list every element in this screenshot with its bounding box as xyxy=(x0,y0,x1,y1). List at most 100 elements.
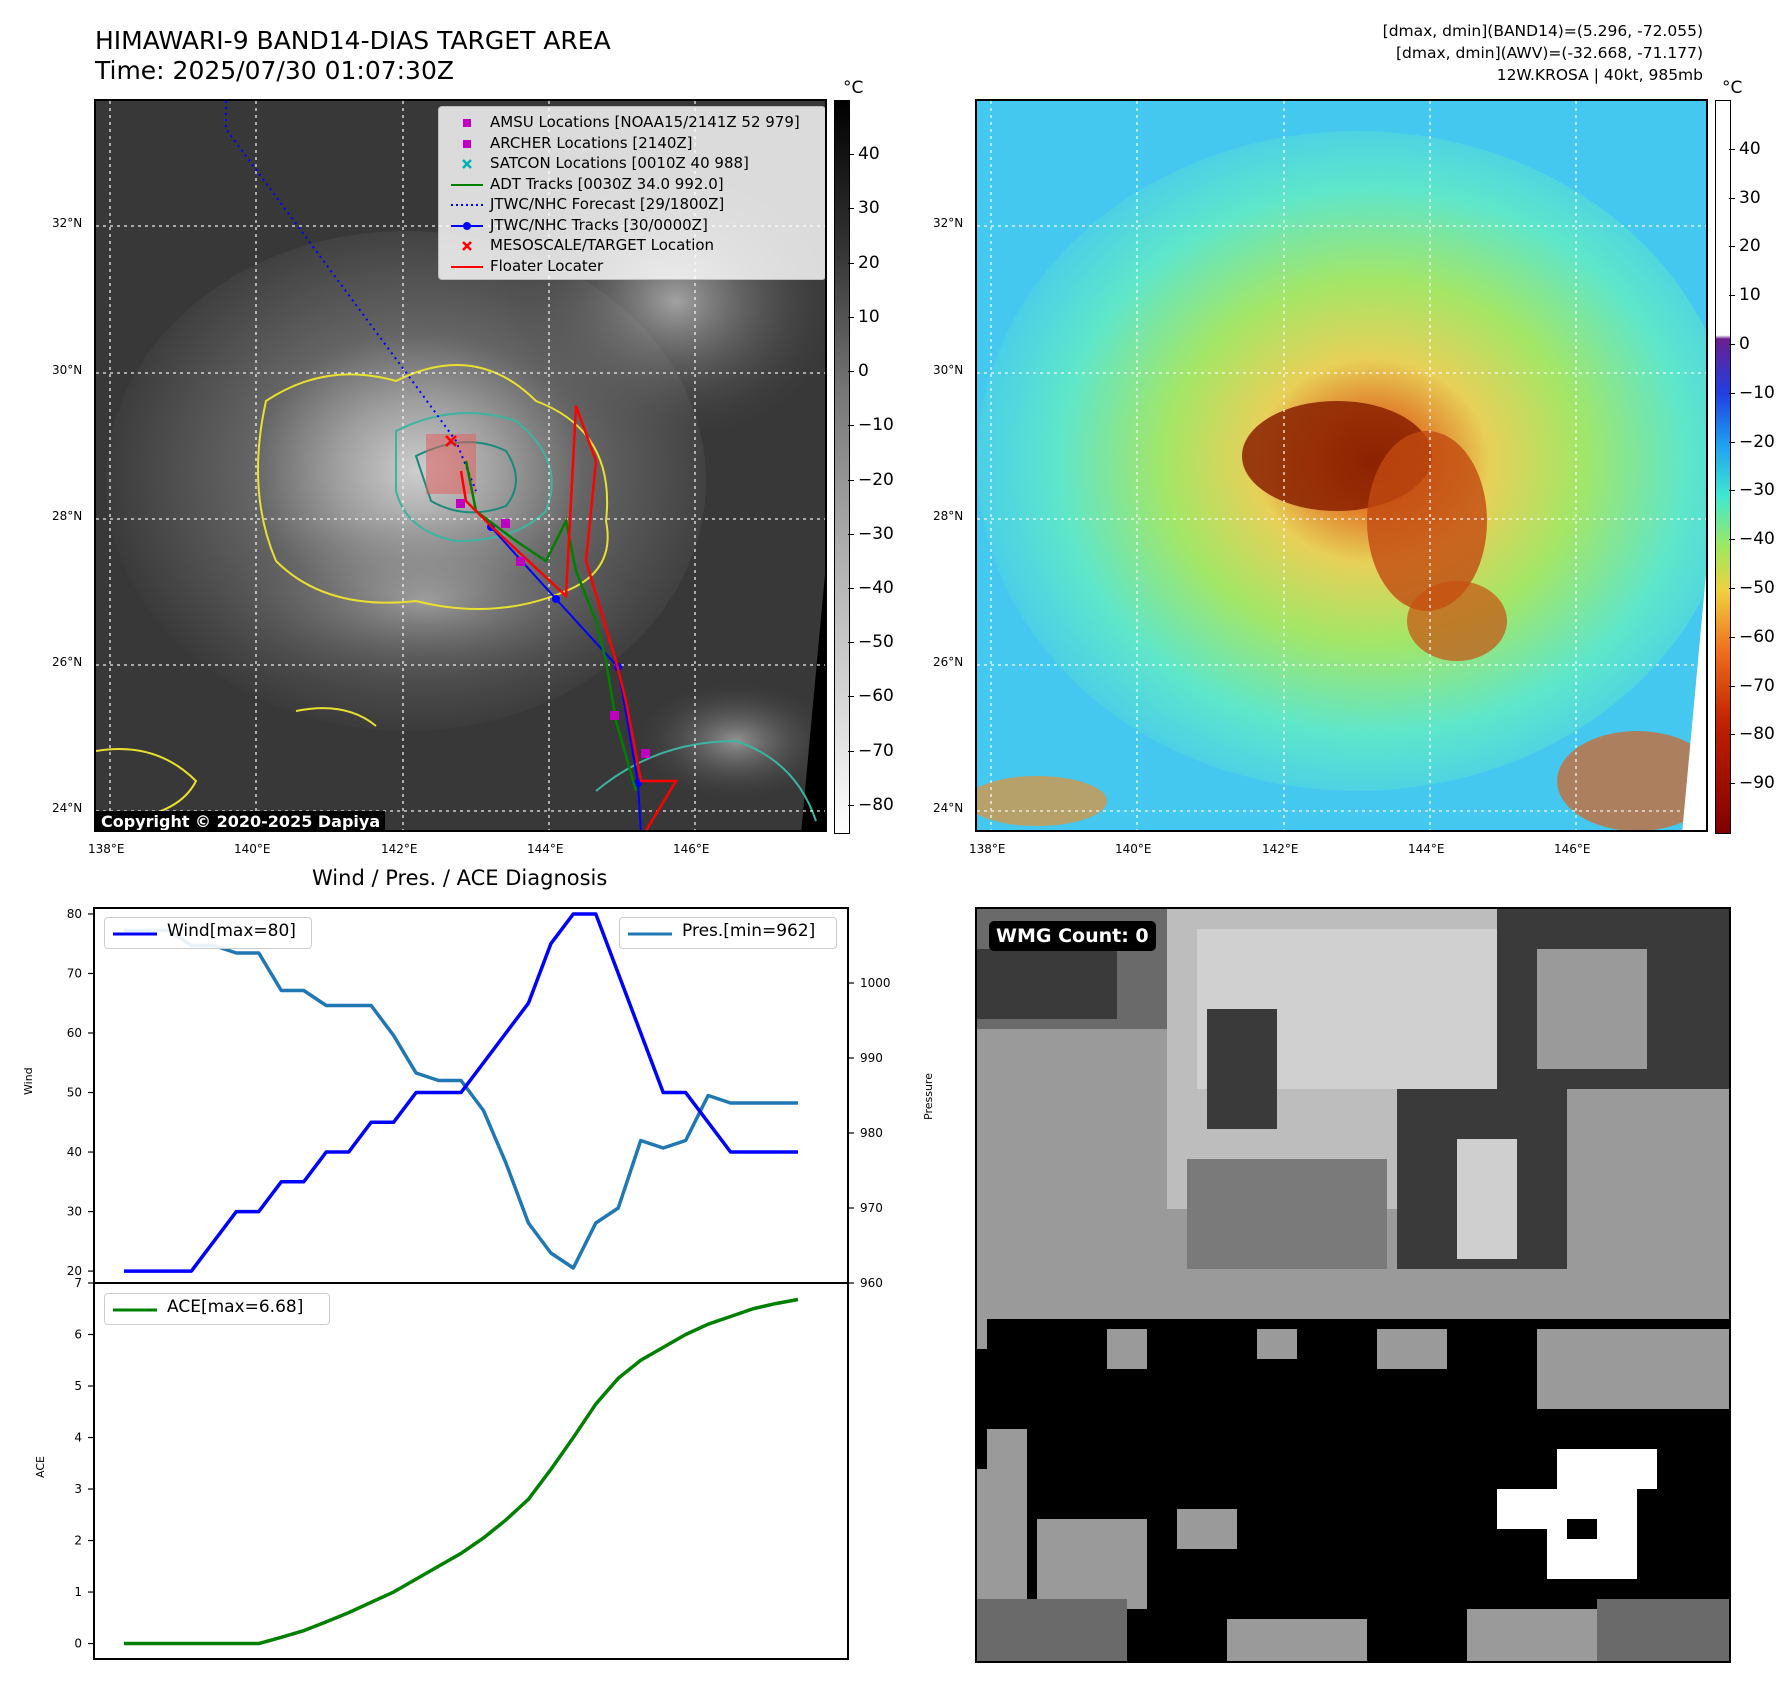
legend-symbol xyxy=(463,119,471,127)
legend-label: JTWC/NHC Forecast [29/1800Z] xyxy=(490,195,725,213)
colorbar-tick-label: 10 xyxy=(858,306,880,327)
ace-legend: ACE[max=6.68] xyxy=(104,1293,330,1325)
colorbar-tick xyxy=(848,696,854,698)
lon-label: 138°E xyxy=(88,842,125,856)
colorbar-tick-label: 20 xyxy=(858,252,880,273)
legend-label: ARCHER Locations [2140Z] xyxy=(490,133,693,152)
wind-axis-tick-label: 50 xyxy=(67,1086,82,1100)
colorbar-tick xyxy=(1729,588,1735,589)
colorbar-tick xyxy=(848,154,854,156)
legend-item: JTWC/NHC Forecast [29/1800Z] xyxy=(439,194,819,216)
legend-label: SATCON Locations [0010Z 40 988] xyxy=(490,154,749,172)
colorbar-tick-label: 40 xyxy=(858,144,880,165)
lon-label: 140°E xyxy=(234,842,271,856)
colorbar-tick-label: 30 xyxy=(858,198,880,219)
lon-label: 146°E xyxy=(1554,842,1591,856)
colorbar-tick xyxy=(848,262,854,264)
wind-axis-tick-label: 20 xyxy=(67,1264,82,1278)
colorbar-tick-label: 10 xyxy=(1739,285,1761,306)
wind-series-line xyxy=(124,912,798,1273)
ace-axis-tick-label: 3 xyxy=(74,1482,82,1496)
awv-map-panel xyxy=(975,99,1708,832)
lat-label: 24°N xyxy=(52,801,83,815)
legend-label: Floater Locater xyxy=(490,256,604,275)
lat-label: 30°N xyxy=(52,363,83,377)
colorbar-tick-label: −10 xyxy=(1739,382,1775,403)
colorbar-tick-label: 20 xyxy=(1739,236,1761,257)
colorbar-tick xyxy=(1729,636,1735,638)
colorbar-tick-label: −10 xyxy=(858,415,894,436)
lon-label: 142°E xyxy=(381,842,418,856)
info-awv-range: [dmax, dmin](AWV)=(-32.668, -71.177) xyxy=(1396,44,1703,62)
figure-time: Time: 2025/07/30 01:07:30Z xyxy=(95,56,454,85)
lat-label: 26°N xyxy=(933,655,964,669)
colorbar-tick xyxy=(848,316,854,318)
colorbar-tick xyxy=(1729,197,1735,199)
colorbar-tick xyxy=(1729,344,1735,345)
wind-axis-tick-label: 70 xyxy=(67,966,82,980)
colorbar-tick xyxy=(848,208,854,210)
legend-label: ADT Tracks [0030Z 34.0 992.0] xyxy=(490,174,724,193)
colorbar-tick-label: −70 xyxy=(858,740,894,761)
pressure-axis-tick-label: 1000 xyxy=(860,976,891,990)
wmg-panel: WMG Count: 0 xyxy=(975,907,1731,1663)
wind-axis-tick-label: 40 xyxy=(67,1145,82,1159)
colorbar-tick xyxy=(848,533,854,535)
colorbar-tick-label: −80 xyxy=(1739,724,1775,745)
lat-label: 28°N xyxy=(933,509,964,523)
info-storm: 12W.KROSA | 40kt, 985mb xyxy=(1496,66,1703,84)
ace-axis-tick-label: 1 xyxy=(74,1585,82,1599)
legend-item: Floater Locater xyxy=(439,256,819,278)
ir-map-panel: AMSU Locations [NOAA15/2141Z 52 979] ARCH… xyxy=(94,99,827,832)
pressure-axis-tick-label: 990 xyxy=(860,1051,883,1065)
lon-label: 144°E xyxy=(1408,842,1445,856)
copyright: Copyright © 2020-2025 Dapiya xyxy=(96,811,386,830)
colorbar-tick-label: −20 xyxy=(1739,431,1775,452)
legend-symbol xyxy=(451,183,483,186)
wmg-image xyxy=(977,909,1729,1661)
lat-label: 32°N xyxy=(933,216,964,230)
ace-axis-tick-label: 0 xyxy=(74,1637,82,1651)
ace-axis-tick-label: 4 xyxy=(74,1431,82,1445)
colorbar-tick xyxy=(1729,148,1735,150)
colorbar-tick-label: −50 xyxy=(858,632,894,653)
colorbar-tick xyxy=(848,642,854,644)
legend-symbol xyxy=(451,221,483,230)
colorbar-tick-label: 0 xyxy=(858,361,869,382)
legend-symbol xyxy=(463,139,471,148)
colorbar-tick xyxy=(848,588,854,589)
pressure-axis-tick-label: 960 xyxy=(860,1276,883,1290)
legend-item: MESOSCALE/TARGET Location xyxy=(439,235,819,257)
legend-label: MESOSCALE/TARGET Location xyxy=(490,236,715,254)
colorbar-tick-label: 40 xyxy=(1739,138,1761,159)
ace-axes xyxy=(93,1282,849,1660)
legend-symbol xyxy=(462,241,472,251)
colorbar-tick-label: −20 xyxy=(858,469,894,490)
colorbar-tick-label: −60 xyxy=(858,686,894,707)
ace-axis-tick-label: 6 xyxy=(74,1328,82,1342)
diagnosis-title: Wind / Pres. / ACE Diagnosis xyxy=(312,866,608,890)
ace-axis-tick-label: 2 xyxy=(74,1534,82,1548)
pressure-legend: Pres.[min=962] xyxy=(619,917,837,949)
info-band14-range: [dmax, dmin](BAND14)=(5.296, -72.055) xyxy=(1382,22,1703,40)
colorbar-tick xyxy=(1729,539,1735,541)
colorbar-tick-label: −40 xyxy=(1739,529,1775,550)
legend-symbol xyxy=(462,159,472,169)
lat-label: 30°N xyxy=(933,363,964,377)
wind-legend: Wind[max=80] xyxy=(104,917,312,949)
pressure-axis-tick-label: 970 xyxy=(860,1201,883,1215)
lat-label: 32°N xyxy=(52,216,83,230)
colorbar-tick xyxy=(1729,246,1735,248)
legend-item: AMSU Locations [NOAA15/2141Z 52 979] xyxy=(439,112,819,134)
colorbar-tick xyxy=(848,425,854,427)
ace-axis-tick-label: 7 xyxy=(74,1276,82,1290)
ir-colorbar-unit: °C xyxy=(843,78,864,98)
colorbar-tick xyxy=(848,750,854,752)
colorbar-tick xyxy=(1729,295,1735,297)
figure-title: HIMAWARI-9 BAND14-DIAS TARGET AREA xyxy=(95,26,611,55)
colorbar-tick-label: −60 xyxy=(1739,626,1775,647)
awv-colorbar-unit: °C xyxy=(1722,78,1743,98)
legend-item: SATCON Locations [0010Z 40 988] xyxy=(439,153,819,175)
ace-axis-tick-label: 5 xyxy=(74,1379,82,1393)
wind-legend-label: Wind[max=80] xyxy=(167,921,296,941)
